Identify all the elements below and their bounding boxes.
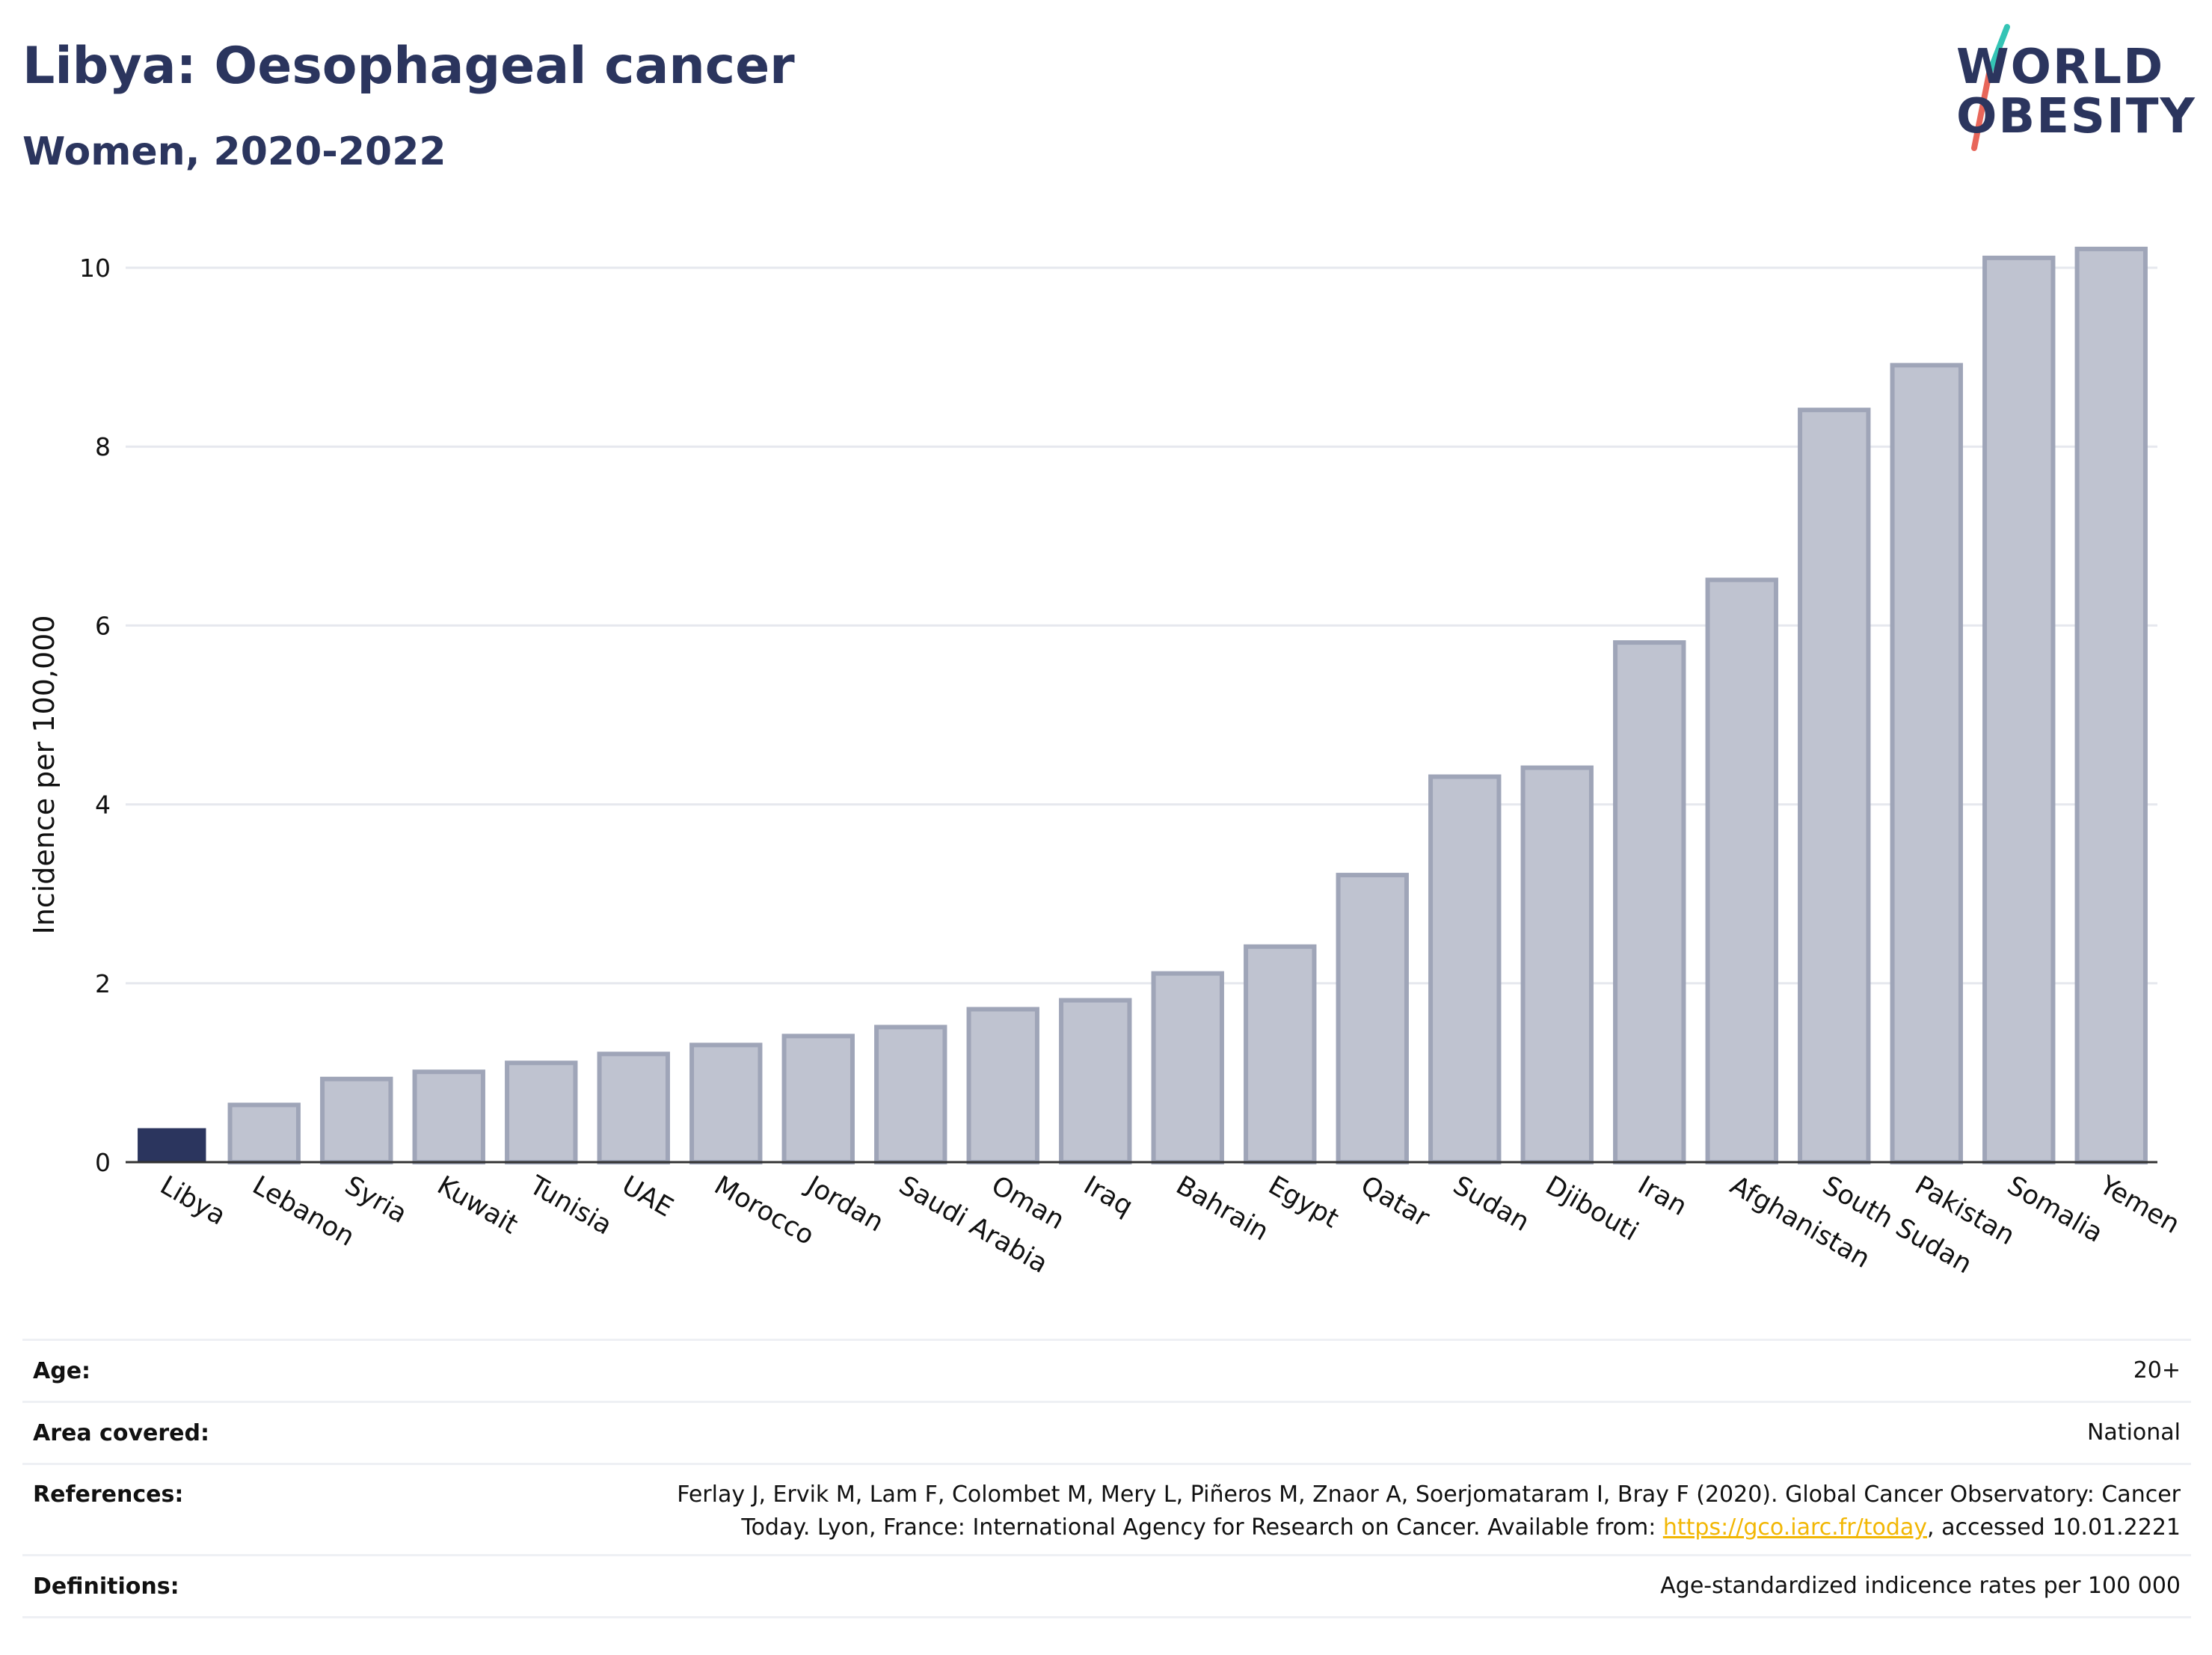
- bar-bahrain: [1151, 971, 1224, 1165]
- y-tick-labels: 0 2 4 6 8 10: [79, 254, 111, 1177]
- references-value: Ferlay J, Ervik M, Lam F, Colombet M, Me…: [677, 1479, 2181, 1544]
- area-value: National: [2086, 1419, 2181, 1446]
- bar-jordan: [781, 1034, 855, 1165]
- bar-saudi-arabia: [874, 1025, 947, 1165]
- y-tick-label: 10: [79, 254, 111, 283]
- bar-egypt: [1244, 944, 1317, 1165]
- metadata-table: Age: 20+ Area covered: National Referenc…: [22, 1339, 2191, 1618]
- x-tick-label: Iraq: [1078, 1170, 1137, 1222]
- x-tick-label: Iran: [1632, 1170, 1692, 1222]
- bar-afghanistan: [1705, 577, 1778, 1164]
- bar-pakistan: [1890, 363, 1963, 1164]
- x-tick-label: UAE: [617, 1170, 678, 1223]
- bars: [138, 246, 2148, 1165]
- bar-kuwait: [412, 1069, 485, 1164]
- logo-line-world: WORLD: [1956, 40, 2165, 95]
- x-tick-label: Morocco: [709, 1170, 819, 1251]
- references-link[interactable]: https://gco.iarc.fr/today: [1662, 1514, 1928, 1541]
- bar-libya: [138, 1128, 206, 1162]
- y-tick-label: 2: [95, 969, 111, 998]
- y-tick-label: 6: [95, 611, 111, 640]
- x-tick-label: Libya: [155, 1170, 230, 1231]
- bar-djibouti: [1520, 765, 1594, 1164]
- y-tick-label: 4: [95, 790, 111, 820]
- x-tick-label: Yemen: [2094, 1170, 2184, 1240]
- age-row: Age: 20+: [22, 1339, 2191, 1401]
- bar-iran: [1613, 640, 1686, 1164]
- age-label: Age:: [33, 1357, 91, 1384]
- grid-lines: [126, 266, 2157, 985]
- definitions-value: Age-standardized indicence rates per 100…: [1660, 1573, 2181, 1599]
- bar-yemen: [2074, 246, 2148, 1164]
- x-tick-label: Egypt: [1263, 1170, 1343, 1234]
- x-tick-label: Qatar: [1356, 1170, 1435, 1233]
- y-tick-label: 0: [95, 1148, 111, 1177]
- references-line1: Ferlay J, Ervik M, Lam F, Colombet M, Me…: [677, 1481, 2181, 1508]
- bar-tunisia: [505, 1060, 578, 1165]
- definitions-label: Definitions:: [33, 1573, 179, 1600]
- bar-oman: [966, 1007, 1039, 1165]
- logo-line-obesity: OBESITY: [1956, 89, 2196, 144]
- references-line2-pre: Today. Lyon, France: International Agenc…: [741, 1514, 1663, 1541]
- y-tick-label: 8: [95, 432, 111, 461]
- logo-slash-icon: [1971, 24, 2010, 151]
- references-row: References: Ferlay J, Ervik M, Lam F, Co…: [22, 1463, 2191, 1554]
- age-value: 20+: [2133, 1357, 2181, 1384]
- bar-morocco: [689, 1043, 763, 1164]
- definitions-row: Definitions: Age-standardized indicence …: [22, 1554, 2191, 1618]
- x-tick-label: Kuwait: [432, 1170, 523, 1240]
- chart-title: Libya: Oesophageal cancer: [22, 37, 795, 96]
- x-tick-label: Somalia: [2002, 1170, 2107, 1249]
- bar-qatar: [1336, 873, 1409, 1164]
- bar-south-sudan: [1798, 408, 1871, 1164]
- x-tick-label: Sudan: [1448, 1170, 1534, 1238]
- world-obesity-logo: WORLD OBESITY: [1956, 21, 2203, 156]
- bar-sudan: [1428, 774, 1502, 1164]
- bar-uae: [597, 1051, 670, 1165]
- chart-subtitle: Women, 2020-2022: [22, 129, 446, 174]
- x-tick-label: Lebanon: [248, 1170, 360, 1253]
- x-tick-label: Bahrain: [1171, 1170, 1274, 1247]
- area-row: Area covered: National: [22, 1401, 2191, 1463]
- bar-syria: [320, 1076, 393, 1164]
- y-axis-label: Incidence per 100,000: [28, 615, 61, 934]
- x-tick-label: Tunisia: [523, 1170, 616, 1241]
- references-line2-post: , accessed 10.01.2221: [1927, 1514, 2181, 1541]
- bar-lebanon: [227, 1102, 301, 1165]
- area-label: Area covered:: [33, 1419, 209, 1446]
- references-label: References:: [33, 1481, 184, 1508]
- x-tick-label: Djibouti: [1540, 1170, 1643, 1247]
- bar-somalia: [1982, 255, 2056, 1165]
- bar-iraq: [1059, 998, 1132, 1165]
